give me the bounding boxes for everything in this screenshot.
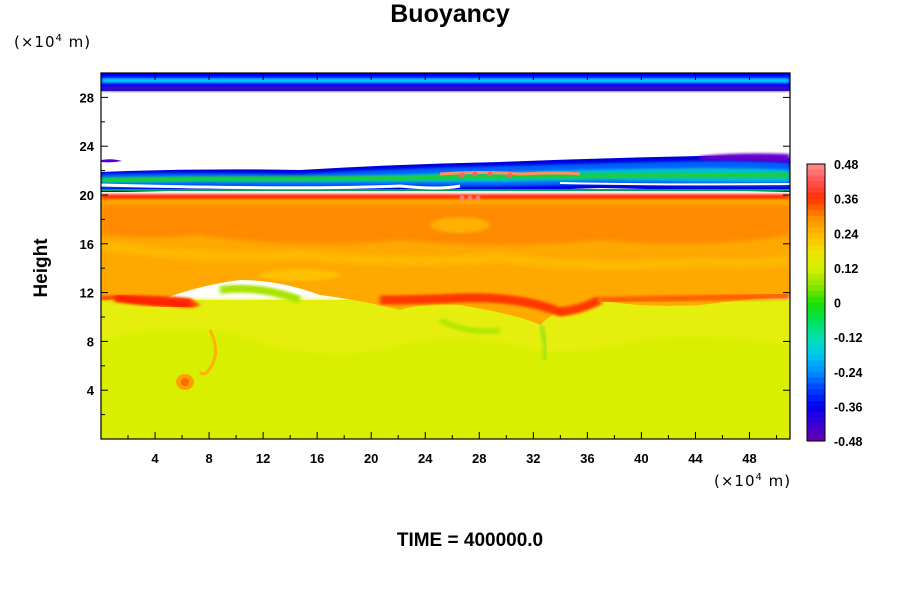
colorbar-segment [807,383,825,390]
x-tick-label: 28 [472,451,486,466]
y-tick-label: 4 [87,383,95,398]
y-tick-label: 16 [80,237,94,252]
y-tick-label: 8 [87,334,94,349]
colorbar-tick-label: -0.24 [834,366,863,380]
colorbar-segment [807,262,825,269]
x-tick-label: 16 [310,451,324,466]
colorbar-segment [807,198,825,205]
colorbar-segment [807,164,825,171]
colorbar-segment [807,204,825,211]
x-tick-label: 44 [688,451,703,466]
x-axis-ticks: 4 8 12 16 20 24 28 32 36 40 44 48 [127,73,777,466]
colorbar-segment [807,290,825,298]
colorbar-segment [807,192,825,199]
x-unit-label: (×104 m) [714,472,792,490]
y-tick-label: 24 [80,139,95,154]
colorbar-segment [807,181,825,188]
colorbar-segment [807,250,825,257]
colorbar-segment [807,337,825,344]
colorbar-segment [807,319,825,326]
colorbar-segment [807,296,825,303]
colorbar-segment [807,267,825,274]
x-tick-label: 40 [634,451,648,466]
colorbar-tick-label: 0.12 [834,262,858,276]
colorbar-segment [807,302,825,309]
colorbar-segment [807,227,825,234]
x-tick-label: 4 [151,451,159,466]
colorbar-segment [807,377,825,384]
colorbar-segment [807,429,825,436]
colorbar-segment [807,325,825,332]
colorbar-segment [807,256,825,263]
y-tick-label: 12 [80,286,94,301]
colorbar-segment [807,273,825,280]
y-axis-ticks: 4 8 12 16 20 24 28 [80,90,790,416]
colorbar-tick-label: -0.12 [834,331,863,345]
y-tick-label: 28 [80,90,94,105]
y-unit-label: (×104 m) [14,33,92,51]
colorbar-segment [807,365,825,373]
x-tick-label: 24 [418,451,433,466]
time-label: TIME = 400000.0 [396,530,544,551]
colorbar-frame [806,163,826,442]
colorbar-segment [807,233,825,240]
colorbar-tick-label: 0.48 [834,158,858,172]
x-tick-label: 20 [364,451,378,466]
colorbar-tick-label: 0 [834,297,841,311]
colorbar-segment [807,215,825,223]
colorbar-tick-label: -0.36 [834,400,863,414]
colorbar-segment [807,394,825,401]
colorbar-segment [807,354,825,361]
colorbar-segment [807,348,825,355]
colorbar-segment [807,423,825,430]
buoyancy-field [101,73,790,439]
x-tick-label: 48 [742,451,756,466]
colorbar-segment [807,175,825,182]
colorbar-segment [807,331,825,338]
colorbar-segment [807,400,825,407]
colorbar-segment [807,308,825,315]
x-tick-label: 12 [256,451,270,466]
colorbar-segment [807,406,825,413]
colorbar-segment [807,371,825,378]
colorbar-tick-label: 0.36 [834,193,858,207]
chart-title: Buoyancy [390,0,510,28]
colorbar-segment [807,412,825,419]
colorbar-segment [807,435,825,442]
colorbar-segment [807,417,825,424]
plot-frame [100,72,791,440]
colorbar-segment [807,210,825,217]
colorbar-tick-label: 0.24 [834,227,858,241]
colorbar-segment [807,279,825,286]
colorbar-segment [807,221,825,228]
colorbar-tick-label: -0.48 [834,435,863,449]
colorbar-segment [807,389,825,396]
x-tick-label: 36 [580,451,594,466]
colorbar-segment [807,314,825,321]
colorbar: 0.48 0.36 0.24 0.12 0 -0.12 -0.24 -0.36 -0.48 [806,158,863,449]
x-tick-label: 8 [205,451,212,466]
x-tick-label: 32 [526,451,540,466]
colorbar-segment [807,285,825,292]
colorbar-segment [807,187,825,194]
y-tick-label: 20 [80,188,94,203]
colorbar-segment [807,342,825,349]
colorbar-segment [807,244,825,251]
colorbar-segment [807,239,825,246]
colorbar-segment [807,169,825,176]
colorbar-segment [807,360,825,367]
